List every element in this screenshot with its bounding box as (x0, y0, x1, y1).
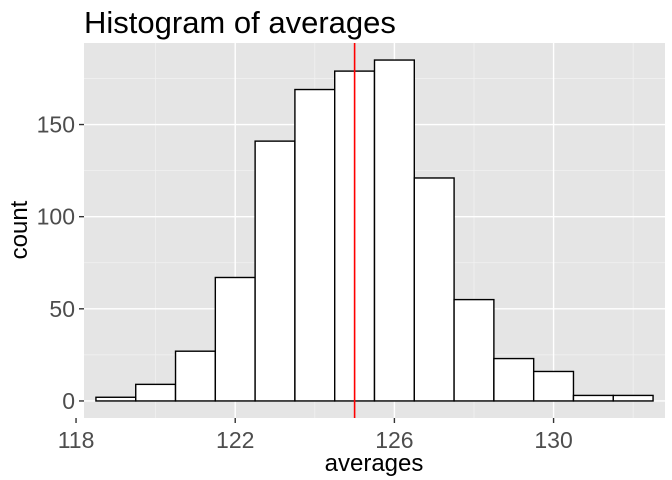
histogram-bar (214, 276, 256, 402)
histogram-bar (135, 383, 177, 402)
y-tick-label: 0 (62, 388, 75, 414)
y-tick-label: 50 (49, 296, 75, 322)
histogram-bar (294, 88, 336, 402)
x-tick-label: 126 (375, 427, 413, 453)
y-tick-label: 100 (37, 204, 75, 230)
histogram-bar (254, 140, 296, 402)
histogram-bar (532, 370, 575, 402)
histogram-bar (373, 59, 415, 402)
histogram-bar (174, 350, 217, 402)
y-tick-label: 150 (37, 112, 75, 138)
histogram-bar (413, 177, 455, 402)
histogram-bar (453, 298, 495, 402)
y-axis-title: count (6, 200, 33, 259)
x-tick-label: 118 (58, 427, 95, 453)
histogram-bars (95, 59, 654, 402)
x-tick-label: 122 (216, 427, 254, 453)
histogram-bar (572, 394, 614, 402)
y-axis: 0 50 100 150 (37, 112, 84, 414)
x-tick-label: 130 (534, 427, 572, 453)
x-axis: 118 122 126 130 (58, 418, 573, 453)
histogram-bar (612, 394, 654, 402)
x-axis-title: averages (325, 450, 424, 477)
histogram-bar (493, 357, 535, 402)
histogram-bar (95, 396, 137, 402)
chart-title: Histogram of averages (84, 5, 396, 40)
